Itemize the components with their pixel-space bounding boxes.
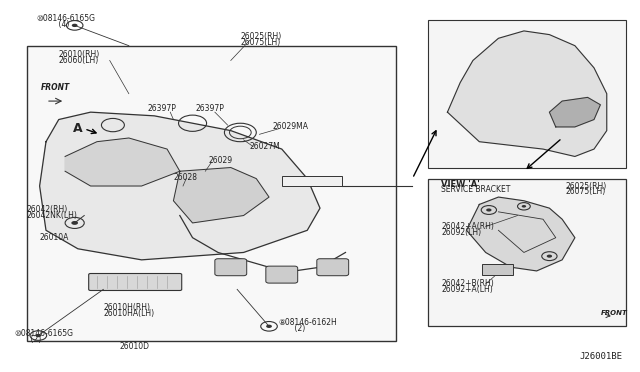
Text: 26092+A(LH): 26092+A(LH) bbox=[441, 285, 493, 294]
Circle shape bbox=[35, 334, 41, 337]
Text: A: A bbox=[73, 122, 83, 135]
Text: 26025(RH): 26025(RH) bbox=[565, 182, 607, 190]
Circle shape bbox=[522, 205, 526, 208]
Text: 26010HA(LH): 26010HA(LH) bbox=[103, 309, 154, 318]
Text: 26010(RH): 26010(RH) bbox=[59, 51, 100, 60]
Text: (2): (2) bbox=[285, 324, 305, 333]
Polygon shape bbox=[447, 31, 607, 157]
Text: 26010H(RH): 26010H(RH) bbox=[103, 303, 150, 312]
Text: 26092(LH): 26092(LH) bbox=[441, 228, 481, 237]
Text: FRONT: FRONT bbox=[41, 83, 70, 92]
Circle shape bbox=[72, 24, 77, 27]
Bar bbox=[428, 179, 626, 326]
Text: ⑩08146-6165G: ⑩08146-6165G bbox=[14, 329, 73, 338]
Text: ⑧08146-6162H: ⑧08146-6162H bbox=[278, 318, 337, 327]
Text: 26075(LH): 26075(LH) bbox=[565, 187, 605, 196]
Circle shape bbox=[266, 325, 272, 328]
Polygon shape bbox=[467, 197, 575, 271]
Text: 26042+A(RH): 26042+A(RH) bbox=[441, 222, 494, 231]
Polygon shape bbox=[173, 167, 269, 223]
Text: 26028: 26028 bbox=[173, 173, 197, 182]
Circle shape bbox=[486, 208, 492, 212]
Text: J26001BE: J26001BE bbox=[580, 352, 623, 361]
Polygon shape bbox=[40, 112, 320, 260]
Text: 26010D: 26010D bbox=[119, 342, 149, 351]
FancyBboxPatch shape bbox=[215, 259, 246, 276]
Text: FRONT: FRONT bbox=[600, 310, 627, 316]
Text: 26025(RH): 26025(RH) bbox=[241, 32, 282, 41]
Text: 26060(LH): 26060(LH) bbox=[59, 56, 99, 65]
Bar bbox=[483, 264, 513, 275]
Text: 26029: 26029 bbox=[209, 156, 232, 166]
FancyBboxPatch shape bbox=[266, 266, 298, 283]
Text: 26010A: 26010A bbox=[40, 233, 69, 242]
Polygon shape bbox=[65, 138, 180, 186]
Text: 26397P: 26397P bbox=[196, 104, 225, 113]
Text: (4): (4) bbox=[49, 20, 70, 29]
Text: 26075(LH): 26075(LH) bbox=[241, 38, 280, 46]
Bar bbox=[27, 46, 396, 341]
FancyBboxPatch shape bbox=[89, 273, 182, 291]
Text: SERVICE BRACKET: SERVICE BRACKET bbox=[441, 185, 511, 194]
Text: 26042+B(RH): 26042+B(RH) bbox=[441, 279, 494, 288]
Text: ⑩08146-6165G: ⑩08146-6165G bbox=[36, 13, 95, 22]
Text: 26029MA: 26029MA bbox=[272, 122, 308, 131]
Circle shape bbox=[547, 254, 552, 258]
Text: 26042NK(LH): 26042NK(LH) bbox=[27, 211, 77, 220]
Text: NOT FOR SALE: NOT FOR SALE bbox=[284, 178, 340, 184]
Text: 26042(RH): 26042(RH) bbox=[27, 205, 68, 215]
Text: 26027M: 26027M bbox=[250, 142, 281, 151]
Text: VIEW 'A': VIEW 'A' bbox=[441, 180, 480, 189]
Circle shape bbox=[71, 221, 78, 225]
Text: 26397P: 26397P bbox=[148, 104, 177, 113]
Bar bbox=[282, 176, 342, 186]
Text: (2): (2) bbox=[20, 335, 41, 344]
Bar bbox=[428, 20, 626, 167]
Polygon shape bbox=[549, 97, 600, 127]
FancyBboxPatch shape bbox=[317, 259, 349, 276]
